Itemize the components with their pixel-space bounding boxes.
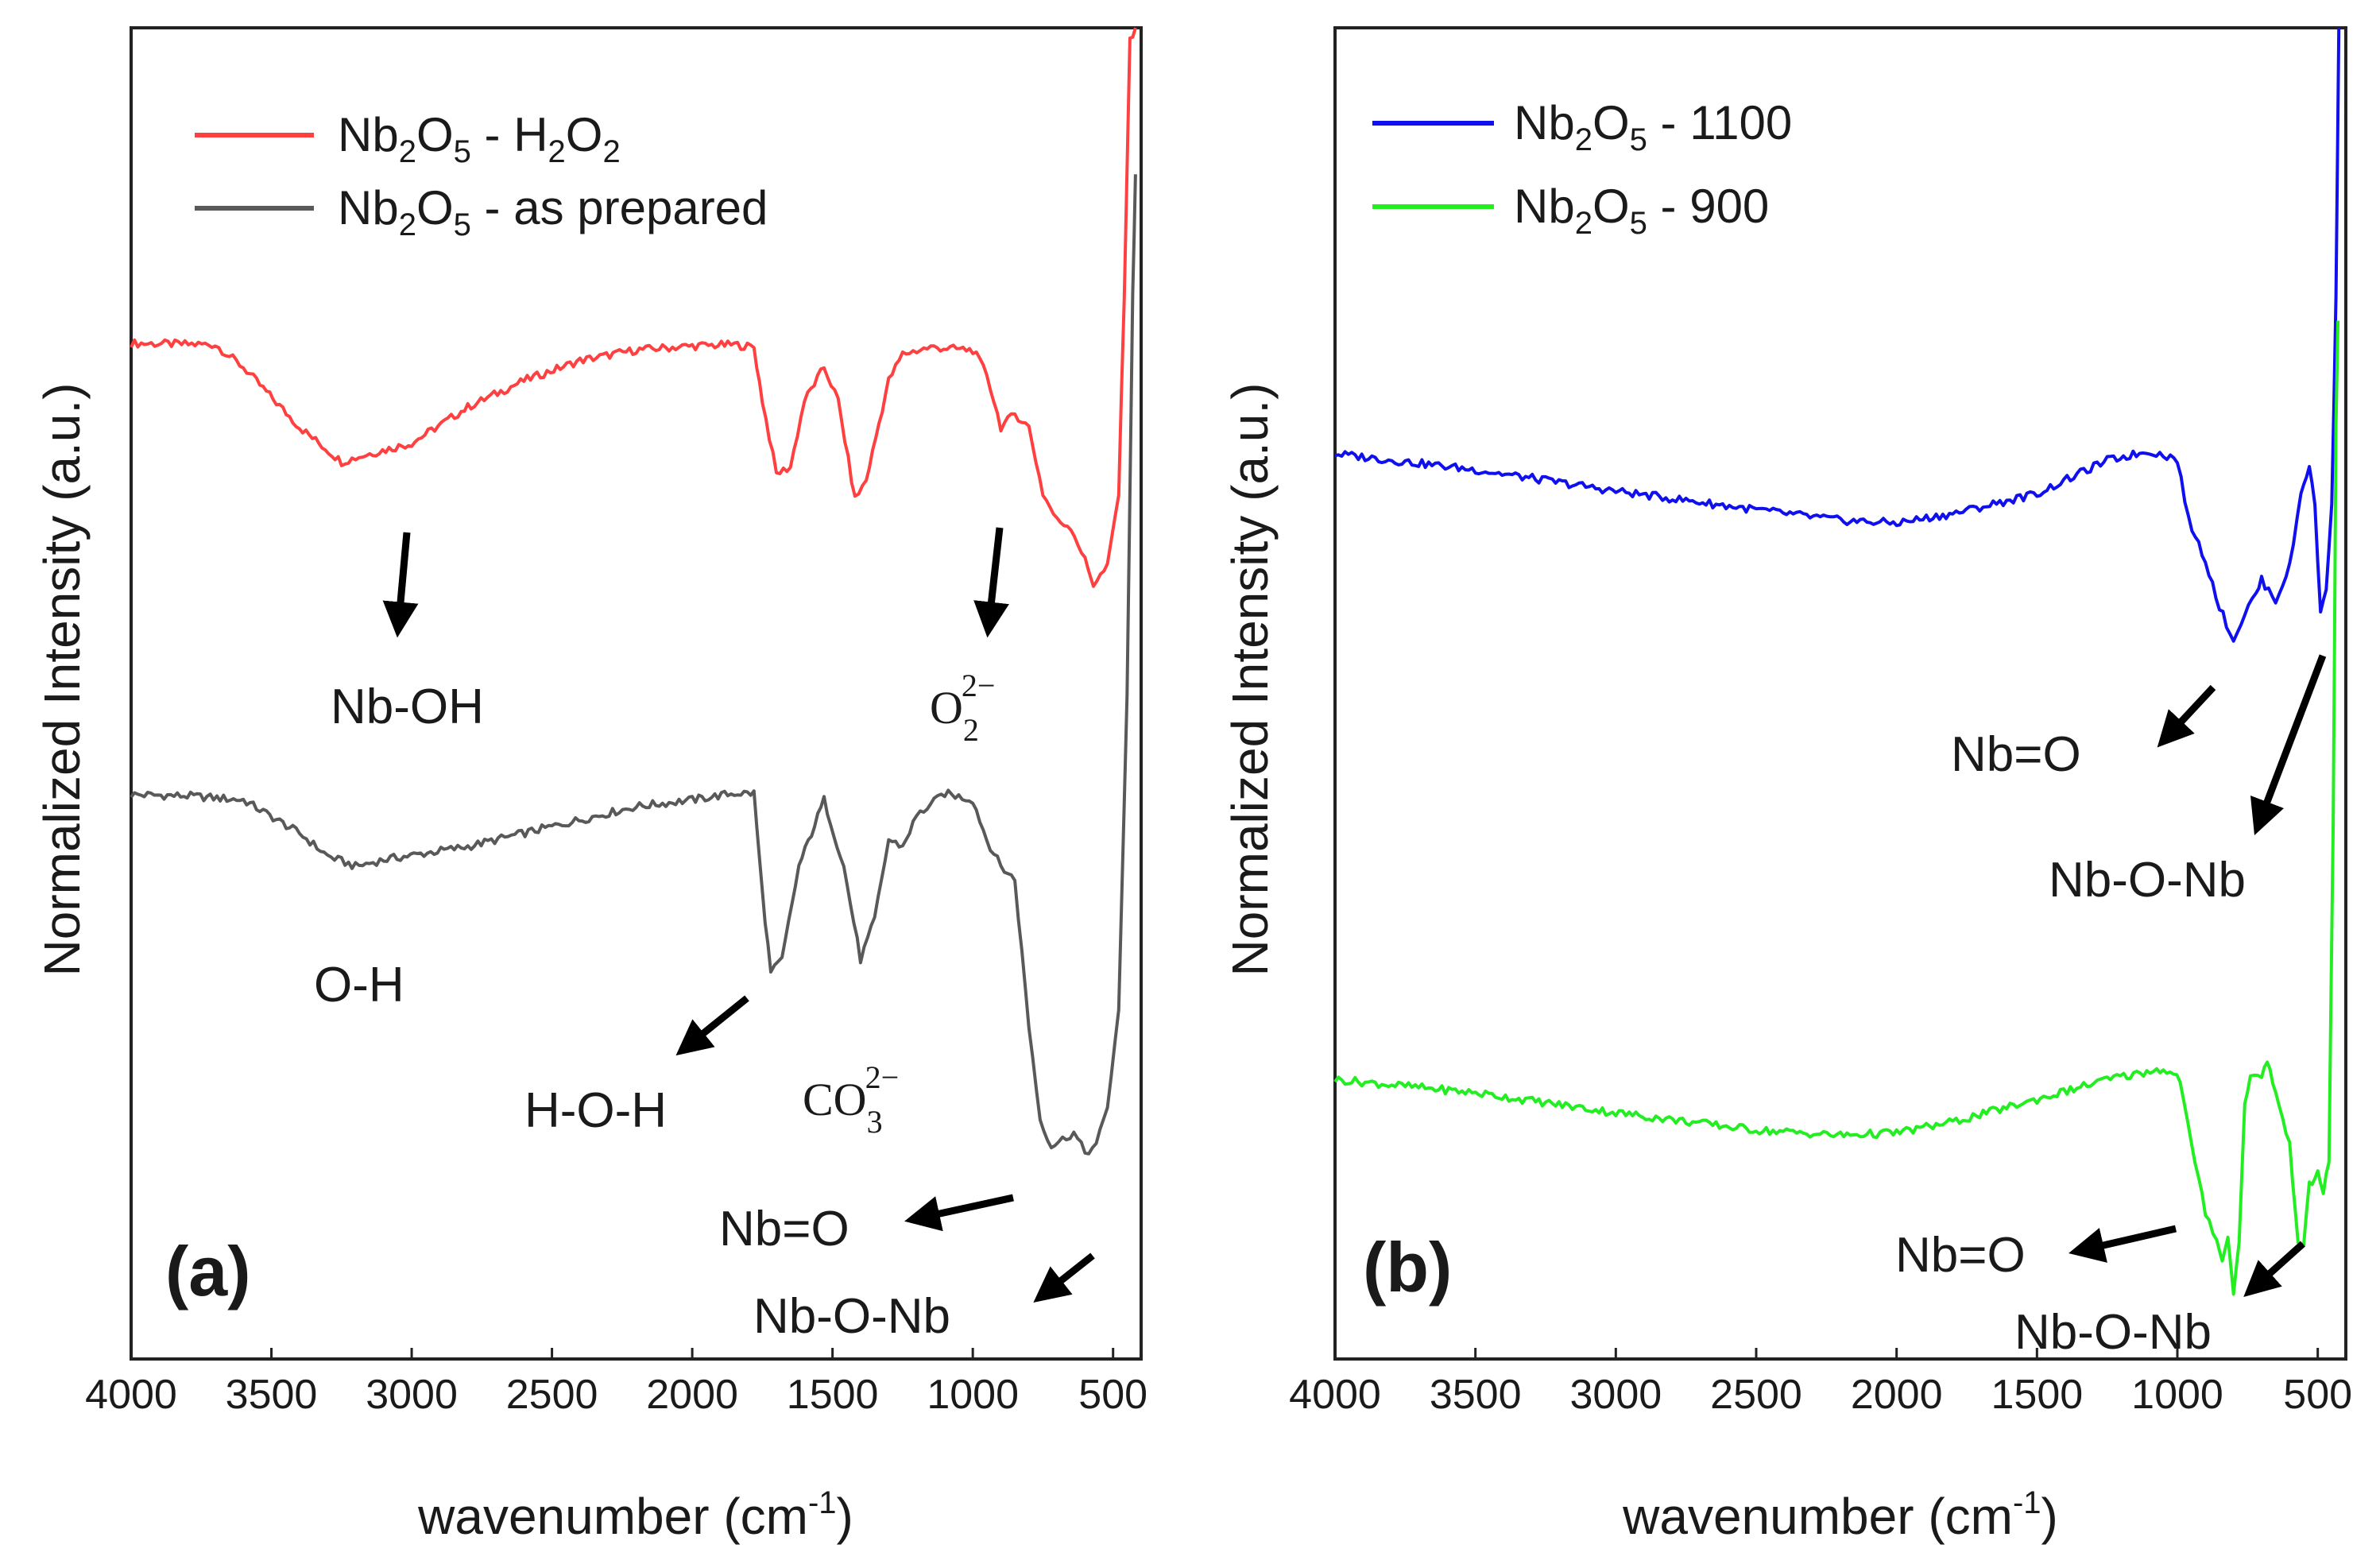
series-group-a xyxy=(130,27,1137,1156)
x-tick-label: 3000 xyxy=(366,1372,458,1418)
label-o2-ion: O22− xyxy=(930,668,995,748)
x-tick-label: 1500 xyxy=(787,1372,879,1418)
x-tick-label: 1000 xyxy=(2131,1372,2223,1418)
label-nb-o-nb-b1: Nb-O-Nb xyxy=(2049,853,2246,908)
legend-b: Nb2O5 - 1100 Nb2O5 - 900 xyxy=(1372,96,1792,241)
x-axis-title-b: wavenumber (cm-1) xyxy=(1622,1485,2058,1545)
series-line-nb2o5-1100 xyxy=(1334,27,2341,643)
x-tick-label: 3500 xyxy=(1430,1372,1522,1418)
arrow-nb-o-b1 xyxy=(2157,684,2216,748)
x-ticks-b: 4000 3500 3000 2500 2000 1500 1000 500 xyxy=(1289,1348,2352,1418)
series-line-nb2o5-900 xyxy=(1333,320,2340,1296)
arrow-nb-o-b2 xyxy=(2068,1225,2177,1263)
legend-a: Nb2O5 - H2O2 Nb2O5 - as prepared xyxy=(195,108,768,242)
series-line-nb2o5-h2o2 xyxy=(130,27,1137,588)
y-axis-title-a: Normalized Intensity (a.u.) xyxy=(33,383,91,977)
series-line-nb2o5-as-prepared xyxy=(130,174,1137,1156)
x-tick-label: 1500 xyxy=(1991,1372,2083,1418)
x-tick-label: 4000 xyxy=(1289,1372,1381,1418)
arrow-nb-o-nb-b2 xyxy=(2243,1241,2306,1298)
arrow-nb-o-a xyxy=(904,1194,1014,1232)
label-nb-oh: Nb-OH xyxy=(331,679,484,734)
legend-label-1100: Nb2O5 - 1100 xyxy=(1514,96,1792,157)
label-o-h: O-H xyxy=(314,958,404,1012)
plot-frame-a xyxy=(130,26,1143,1361)
panel-b: Normalized Intensity (a.u.) 4000 3500 3000… xyxy=(1221,26,2352,1545)
y-axis-title-b: Normalized Intensity (a.u.) xyxy=(1221,383,1279,977)
legend-label-h2o2: Nb2O5 - H2O2 xyxy=(338,108,621,169)
label-nb-o-a: Nb=O xyxy=(719,1202,849,1256)
panel-a: Normalized Intensity (a.u.) 4000 3500 3000… xyxy=(33,26,1147,1545)
legend-label-as-prepared: Nb2O5 - as prepared xyxy=(338,181,768,242)
x-tick-label: 2500 xyxy=(1710,1372,1802,1418)
x-tick-label: 3500 xyxy=(226,1372,318,1418)
x-tick-label: 500 xyxy=(1078,1372,1147,1418)
panel-label-a: (a) xyxy=(165,1232,251,1311)
label-nb-o-nb-a: Nb-O-Nb xyxy=(753,1289,950,1344)
arrow-h-o-h xyxy=(675,995,749,1056)
label-co3-ion: CO32− xyxy=(803,1059,899,1140)
x-tick-label: 4000 xyxy=(85,1372,177,1418)
arrow-o2-ion xyxy=(973,527,1009,638)
label-nb-o-nb-b2: Nb-O-Nb xyxy=(2014,1305,2212,1360)
arrow-nb-o-nb-b1 xyxy=(2250,654,2327,836)
x-tick-label: 1000 xyxy=(927,1372,1019,1418)
label-nb-o-b2: Nb=O xyxy=(1895,1228,2026,1283)
x-tick-label: 2000 xyxy=(1851,1372,1943,1418)
x-tick-label: 2000 xyxy=(646,1372,738,1418)
x-ticks-a: 4000 3500 3000 2500 2000 1500 1000 500 xyxy=(85,1348,1147,1418)
arrow-nb-oh xyxy=(382,532,419,638)
x-tick-label: 500 xyxy=(2283,1372,2352,1418)
annotations-b: Nb=O Nb-O-Nb Nb=O Nb-O-Nb xyxy=(1895,654,2327,1360)
label-nb-o-b1: Nb=O xyxy=(1951,727,2081,782)
legend-label-900: Nb2O5 - 900 xyxy=(1514,180,1769,241)
x-tick-label: 2500 xyxy=(506,1372,598,1418)
label-h-o-h: H-O-H xyxy=(524,1083,667,1138)
panel-label-b: (b) xyxy=(1363,1228,1452,1307)
annotations-a: Nb-OH O22− O-H H-O-H CO32− Nb=O Nb-O-Nb xyxy=(314,527,1095,1344)
x-tick-label: 3000 xyxy=(1569,1372,1662,1418)
arrow-nb-o-nb-a xyxy=(1033,1252,1095,1303)
x-axis-title-a: wavenumber (cm-1) xyxy=(417,1485,853,1545)
series-group-b xyxy=(1333,27,2341,1296)
plot-frame-b xyxy=(1333,26,2347,1361)
